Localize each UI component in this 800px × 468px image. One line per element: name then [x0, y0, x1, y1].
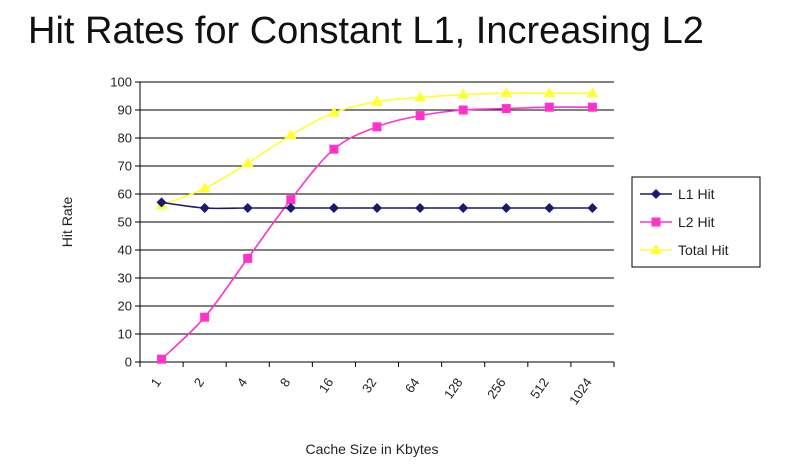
series-l1-hit	[156, 197, 598, 213]
legend-marker-l2-hit	[651, 217, 661, 227]
legend-label-l2-hit: L2 Hit	[678, 214, 715, 230]
legend-item-total-hit: Total Hit	[640, 242, 729, 258]
legend-marker-total-hit	[650, 244, 662, 254]
point-l2-hit-4	[243, 253, 253, 263]
y-tick-label-60: 60	[118, 187, 132, 202]
x-axis-label: Cache Size in Kbytes	[305, 441, 438, 457]
point-total-hit-8	[284, 129, 297, 140]
y-tick-label-100: 100	[110, 75, 132, 90]
gridlines	[140, 81, 614, 363]
axes	[135, 81, 615, 367]
y-tick-label-0: 0	[125, 355, 132, 370]
point-l1-hit-16	[328, 203, 339, 213]
point-total-hit-16	[327, 106, 340, 117]
y-tick-label-80: 80	[118, 131, 132, 146]
y-tick-label-10: 10	[118, 327, 132, 342]
legend-label-l1-hit: L1 Hit	[678, 186, 715, 202]
x-tick-label-128: 128	[441, 375, 466, 401]
point-l2-hit-8	[286, 195, 296, 205]
point-l1-hit-512	[544, 203, 555, 213]
y-tick-label-30: 30	[118, 271, 132, 286]
x-tick-label-2: 2	[191, 375, 207, 390]
point-total-hit-4	[241, 157, 254, 168]
point-l2-hit-128	[458, 105, 468, 115]
point-l1-hit-1024	[587, 203, 598, 213]
point-l1-hit-2	[199, 203, 210, 213]
point-l2-hit-1	[157, 354, 167, 364]
legend-label-total-hit: Total Hit	[678, 242, 729, 258]
point-l1-hit-64	[415, 203, 426, 213]
x-tick-label-16: 16	[316, 375, 337, 395]
point-l1-hit-256	[501, 203, 512, 213]
point-l2-hit-64	[415, 111, 425, 121]
y-tick-label-90: 90	[118, 103, 132, 118]
point-l1-hit-8	[285, 203, 296, 213]
point-total-hit-256	[500, 87, 513, 98]
x-tick-label-1024: 1024	[566, 375, 595, 407]
x-tick-label-256: 256	[484, 375, 509, 401]
x-tick-label-64: 64	[402, 375, 423, 395]
point-total-hit-128	[457, 88, 470, 99]
point-total-hit-32	[371, 95, 383, 106]
y-axis-label: Hit Rate	[59, 197, 75, 248]
point-l2-hit-256	[501, 104, 511, 114]
y-tick-label-40: 40	[118, 243, 132, 258]
series-total-hit	[155, 87, 599, 210]
point-l2-hit-32	[372, 122, 382, 132]
point-l1-hit-1	[156, 197, 167, 208]
y-tick-label-70: 70	[118, 159, 132, 174]
point-l1-hit-32	[372, 203, 382, 213]
point-l2-hit-16	[329, 144, 339, 154]
legend-item-l1-hit: L1 Hit	[640, 186, 715, 202]
series-group	[155, 87, 599, 364]
point-total-hit-64	[414, 91, 427, 102]
series-l2-hit	[157, 102, 597, 364]
legend: L1 Hit L2 Hit Total Hit	[631, 176, 761, 268]
point-l2-hit-512	[544, 102, 554, 112]
x-tick-label-1: 1	[148, 375, 164, 390]
x-tick-label-512: 512	[527, 375, 552, 401]
series-line-l2-hit	[160, 106, 593, 360]
point-total-hit-1024	[586, 87, 599, 98]
point-l2-hit-2	[200, 312, 210, 322]
x-tick-label-8: 8	[277, 375, 293, 390]
x-tick-labels: 1 2 4 8 16 32 64 128 256 512 1024	[148, 375, 595, 407]
point-total-hit-2	[198, 182, 211, 193]
y-tick-label-20: 20	[118, 299, 132, 314]
point-l2-hit-1024	[587, 102, 597, 112]
point-total-hit-512	[543, 87, 556, 98]
point-l1-hit-4	[242, 203, 253, 213]
x-tick-label-4: 4	[234, 375, 250, 390]
y-tick-labels: 0 10 20 30 40 50 60 70 80 90 100	[110, 75, 132, 370]
y-tick-label-50: 50	[118, 215, 132, 230]
chart-title: Hit Rates for Constant L1, Increasing L2	[28, 10, 704, 52]
point-l1-hit-128	[458, 203, 469, 213]
x-tick-label-32: 32	[359, 375, 380, 395]
legend-marker-l1-hit	[651, 189, 661, 199]
legend-item-l2-hit: L2 Hit	[640, 214, 715, 230]
